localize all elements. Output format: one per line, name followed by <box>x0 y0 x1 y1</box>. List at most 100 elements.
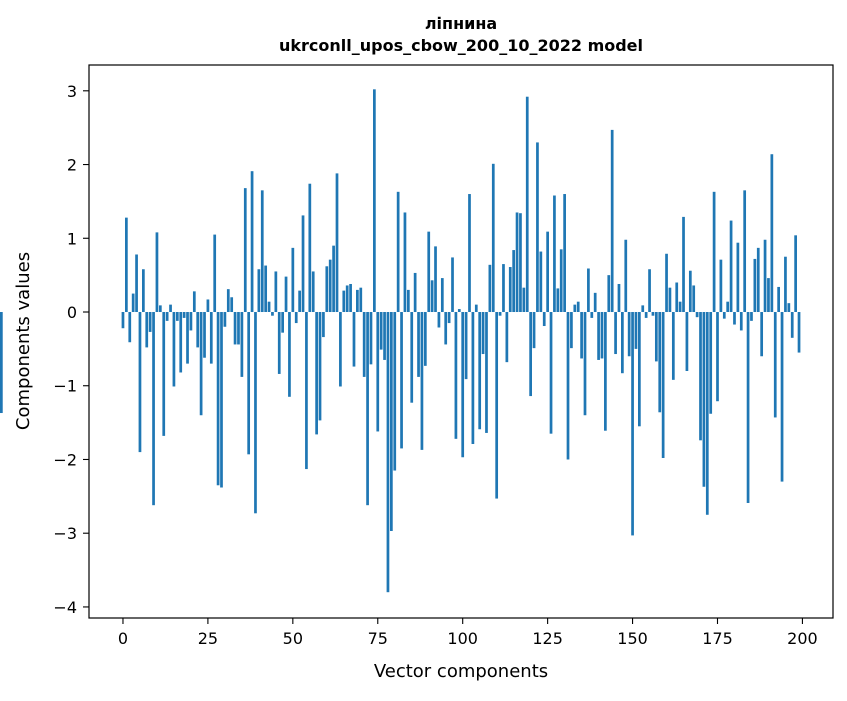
bar <box>502 264 505 313</box>
bar <box>519 213 522 312</box>
bar <box>726 301 730 312</box>
bar <box>692 285 696 312</box>
bar <box>260 190 264 313</box>
bar <box>746 312 750 503</box>
bar <box>753 258 757 313</box>
bar <box>379 312 383 350</box>
bar <box>349 283 352 313</box>
bar <box>264 265 268 312</box>
bar <box>277 312 281 374</box>
bar <box>322 312 325 338</box>
bar <box>471 312 475 444</box>
bar <box>288 312 291 397</box>
bar <box>508 267 512 313</box>
bar <box>522 287 526 312</box>
bar <box>624 239 628 313</box>
bar <box>318 312 322 421</box>
bar <box>434 246 437 312</box>
bar <box>532 312 536 349</box>
bar <box>688 270 692 313</box>
bar <box>430 280 434 313</box>
bar <box>199 312 203 416</box>
bar <box>654 312 658 362</box>
bar <box>325 266 329 312</box>
bar <box>226 289 230 313</box>
bar <box>406 289 410 313</box>
bar <box>767 278 770 313</box>
bar <box>699 312 702 441</box>
bar <box>393 312 397 471</box>
bar <box>417 312 420 377</box>
x-tick-label: 125 <box>532 629 563 648</box>
bar <box>665 253 668 313</box>
y-tick-label: −4 <box>53 598 77 617</box>
bar <box>376 312 380 432</box>
bar <box>447 312 451 324</box>
bar <box>478 312 482 430</box>
bar <box>423 312 427 366</box>
x-tick-label: 200 <box>787 629 818 648</box>
bar <box>539 251 543 313</box>
bar <box>553 195 556 313</box>
bar <box>668 287 672 312</box>
bar <box>525 96 529 313</box>
bar-series <box>0 89 801 593</box>
bar <box>192 291 196 313</box>
bar <box>671 312 675 380</box>
bar <box>600 312 604 359</box>
y-tick-label: −1 <box>53 377 77 396</box>
bar <box>464 312 468 380</box>
bar <box>739 312 743 331</box>
bar <box>536 142 539 313</box>
bar <box>621 312 624 374</box>
bar <box>784 256 787 313</box>
bar <box>617 283 621 313</box>
bar <box>179 312 183 373</box>
bar <box>427 231 431 313</box>
y-tick-label: 2 <box>67 156 77 175</box>
x-tick-label: 50 <box>283 629 303 648</box>
bar <box>209 312 213 364</box>
bar <box>189 312 193 331</box>
bar <box>284 276 288 312</box>
bar <box>559 249 563 312</box>
x-tick-label: 75 <box>368 629 388 648</box>
bar <box>593 292 597 313</box>
bar <box>444 312 448 345</box>
bar <box>743 190 747 313</box>
bar <box>661 312 665 458</box>
bar <box>413 272 417 313</box>
bar <box>383 312 386 360</box>
bar <box>152 312 155 506</box>
bar <box>587 268 590 312</box>
chart-subtitle: ukrconll_upos_cbow_200_10_2022 model <box>279 36 643 55</box>
bar <box>461 312 465 458</box>
y-tick-label: −3 <box>53 524 77 543</box>
bar <box>281 312 284 333</box>
bar <box>763 239 767 313</box>
bar <box>481 312 485 355</box>
bar <box>206 299 210 312</box>
bar <box>250 171 254 313</box>
bar <box>138 312 142 453</box>
x-tick-label: 0 <box>118 629 128 648</box>
bar <box>773 312 777 418</box>
bar <box>274 271 278 312</box>
bar <box>780 312 784 482</box>
bar <box>342 290 346 312</box>
bar <box>556 288 560 312</box>
bar <box>186 312 189 364</box>
bar <box>257 269 261 313</box>
bar <box>702 312 706 487</box>
bar <box>420 312 424 450</box>
bar <box>182 312 186 318</box>
bar <box>604 312 607 431</box>
bar <box>787 303 791 313</box>
bar <box>756 247 760 313</box>
bar <box>498 312 502 316</box>
bar <box>294 312 298 324</box>
bar <box>648 269 651 313</box>
bar <box>695 312 699 318</box>
bar <box>610 129 614 313</box>
